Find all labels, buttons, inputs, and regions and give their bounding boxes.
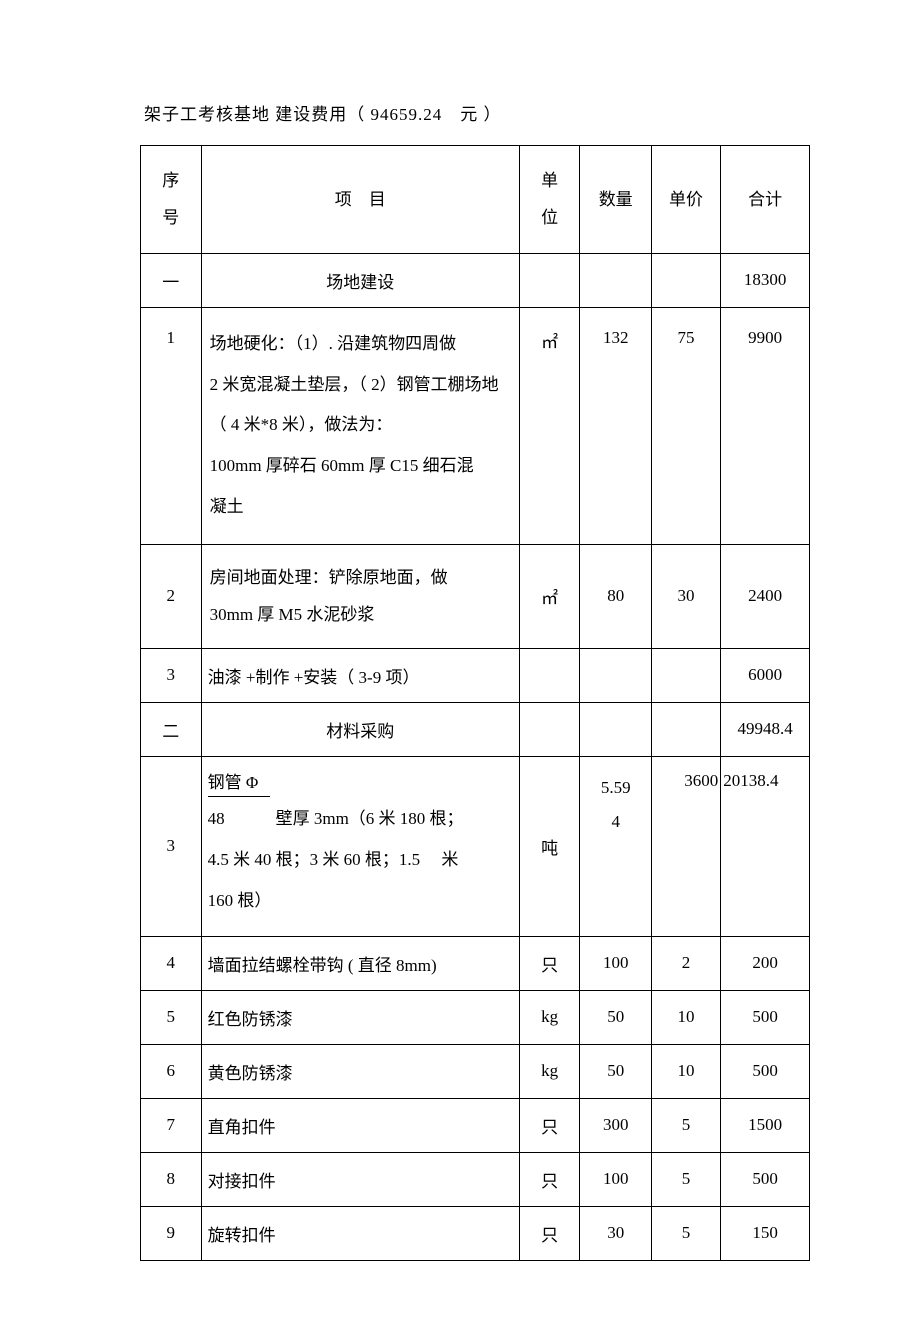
- cell-seq: 4: [141, 936, 202, 990]
- cell-qty: 100: [580, 936, 651, 990]
- cell-seq: 1: [141, 307, 202, 544]
- cell-qty: [580, 253, 651, 307]
- cell-seq: 5: [141, 990, 202, 1044]
- header-seq: 序号: [141, 146, 202, 254]
- cell-total: 6000: [721, 648, 810, 702]
- table-row: 5红色防锈漆kg5010500: [141, 990, 810, 1044]
- cell-total: 500: [721, 990, 810, 1044]
- cell-qty: 50: [580, 1044, 651, 1098]
- cell-qty: 30: [580, 1206, 651, 1260]
- table-row: 9旋转扣件只305150: [141, 1206, 810, 1260]
- cell-price: 5: [651, 1098, 720, 1152]
- table-row: 1场地硬化：（1）. 沿建筑物四周做2 米宽混凝土垫层，（ 2）钢管工棚场地（ …: [141, 307, 810, 544]
- table-row: 4墙面拉结螺栓带钩 ( 直径 8mm)只1002200: [141, 936, 810, 990]
- table-row: 7直角扣件只30051500: [141, 1098, 810, 1152]
- table-row: 2房间地面处理：铲除原地面，做30mm 厚 M5 水泥砂浆㎡80302400: [141, 544, 810, 648]
- cell-item: 直角扣件: [201, 1098, 519, 1152]
- header-total: 合计: [721, 146, 810, 254]
- cell-item: 油漆 +制作 +安装（ 3-9 项）: [201, 648, 519, 702]
- cell-price: [651, 702, 720, 756]
- cell-price: 30: [651, 544, 720, 648]
- cell-qty: 80: [580, 544, 651, 648]
- cell-unit: [519, 702, 580, 756]
- cell-total: 150: [721, 1206, 810, 1260]
- cell-price: 5: [651, 1206, 720, 1260]
- cell-price: 10: [651, 990, 720, 1044]
- header-item: 项 目: [201, 146, 519, 254]
- cell-price: 2: [651, 936, 720, 990]
- table-row: 6黄色防锈漆kg5010500: [141, 1044, 810, 1098]
- cell-qty: [580, 648, 651, 702]
- header-unit: 单位: [519, 146, 580, 254]
- table-header-row: 序号 项 目 单位 数量 单价 合计: [141, 146, 810, 254]
- page-title: 架子工考核基地 建设费用（ 94659.24 元 ）: [140, 100, 810, 125]
- cell-total: 18300: [721, 253, 810, 307]
- cell-price: [651, 648, 720, 702]
- cell-item: 房间地面处理：铲除原地面，做30mm 厚 M5 水泥砂浆: [201, 544, 519, 648]
- cell-qty: 100: [580, 1152, 651, 1206]
- cell-total: 49948.4: [721, 702, 810, 756]
- cell-total: 20138.4: [721, 756, 810, 936]
- cell-seq: 8: [141, 1152, 202, 1206]
- cell-seq: 6: [141, 1044, 202, 1098]
- cell-seq: 9: [141, 1206, 202, 1260]
- cell-seq: 3: [141, 756, 202, 936]
- cell-seq: 2: [141, 544, 202, 648]
- cell-total: 9900: [721, 307, 810, 544]
- cell-total: 1500: [721, 1098, 810, 1152]
- cell-total: 500: [721, 1044, 810, 1098]
- cell-unit: kg: [519, 990, 580, 1044]
- cell-item: 对接扣件: [201, 1152, 519, 1206]
- header-price: 单价: [651, 146, 720, 254]
- cell-unit: ㎡: [519, 544, 580, 648]
- table-row: 3油漆 +制作 +安装（ 3-9 项） 6000: [141, 648, 810, 702]
- cell-qty: 50: [580, 990, 651, 1044]
- cell-item: 钢管 Φ48 壁厚 3mm（6 米 180 根；4.5 米 40 根；3 米 6…: [201, 756, 519, 936]
- cell-qty: 132: [580, 307, 651, 544]
- cell-item: 墙面拉结螺栓带钩 ( 直径 8mm): [201, 936, 519, 990]
- cell-qty: 300: [580, 1098, 651, 1152]
- cell-total: 500: [721, 1152, 810, 1206]
- cost-table: 序号 项 目 单位 数量 单价 合计 一场地建设183001场地硬化：（1）. …: [140, 145, 810, 1261]
- cell-unit: [519, 253, 580, 307]
- cell-unit: 只: [519, 1206, 580, 1260]
- cell-price: 3600: [651, 756, 720, 936]
- table-row: 3钢管 Φ48 壁厚 3mm（6 米 180 根；4.5 米 40 根；3 米 …: [141, 756, 810, 936]
- cell-item: 材料采购: [201, 702, 519, 756]
- table-row: 一场地建设 18300: [141, 253, 810, 307]
- cell-total: 2400: [721, 544, 810, 648]
- cell-item: 场地硬化：（1）. 沿建筑物四周做2 米宽混凝土垫层，（ 2）钢管工棚场地（ 4…: [201, 307, 519, 544]
- cell-unit: 只: [519, 936, 580, 990]
- cell-item: 黄色防锈漆: [201, 1044, 519, 1098]
- cell-unit: [519, 648, 580, 702]
- cell-item: 红色防锈漆: [201, 990, 519, 1044]
- cell-qty: [580, 702, 651, 756]
- table-row: 8对接扣件只1005500: [141, 1152, 810, 1206]
- table-row: 二材料采购 49948.4: [141, 702, 810, 756]
- cell-unit: 只: [519, 1152, 580, 1206]
- header-qty: 数量: [580, 146, 651, 254]
- cell-price: [651, 253, 720, 307]
- cell-seq: 7: [141, 1098, 202, 1152]
- cell-item: 旋转扣件: [201, 1206, 519, 1260]
- cell-qty: 5.594: [580, 756, 651, 936]
- cell-unit: ㎡: [519, 307, 580, 544]
- cell-unit: 吨: [519, 756, 580, 936]
- cell-price: 10: [651, 1044, 720, 1098]
- cell-seq: 一: [141, 253, 202, 307]
- cell-seq: 二: [141, 702, 202, 756]
- cell-seq: 3: [141, 648, 202, 702]
- cell-unit: 只: [519, 1098, 580, 1152]
- cell-total: 200: [721, 936, 810, 990]
- cell-price: 75: [651, 307, 720, 544]
- cell-price: 5: [651, 1152, 720, 1206]
- cell-unit: kg: [519, 1044, 580, 1098]
- cell-item: 场地建设: [201, 253, 519, 307]
